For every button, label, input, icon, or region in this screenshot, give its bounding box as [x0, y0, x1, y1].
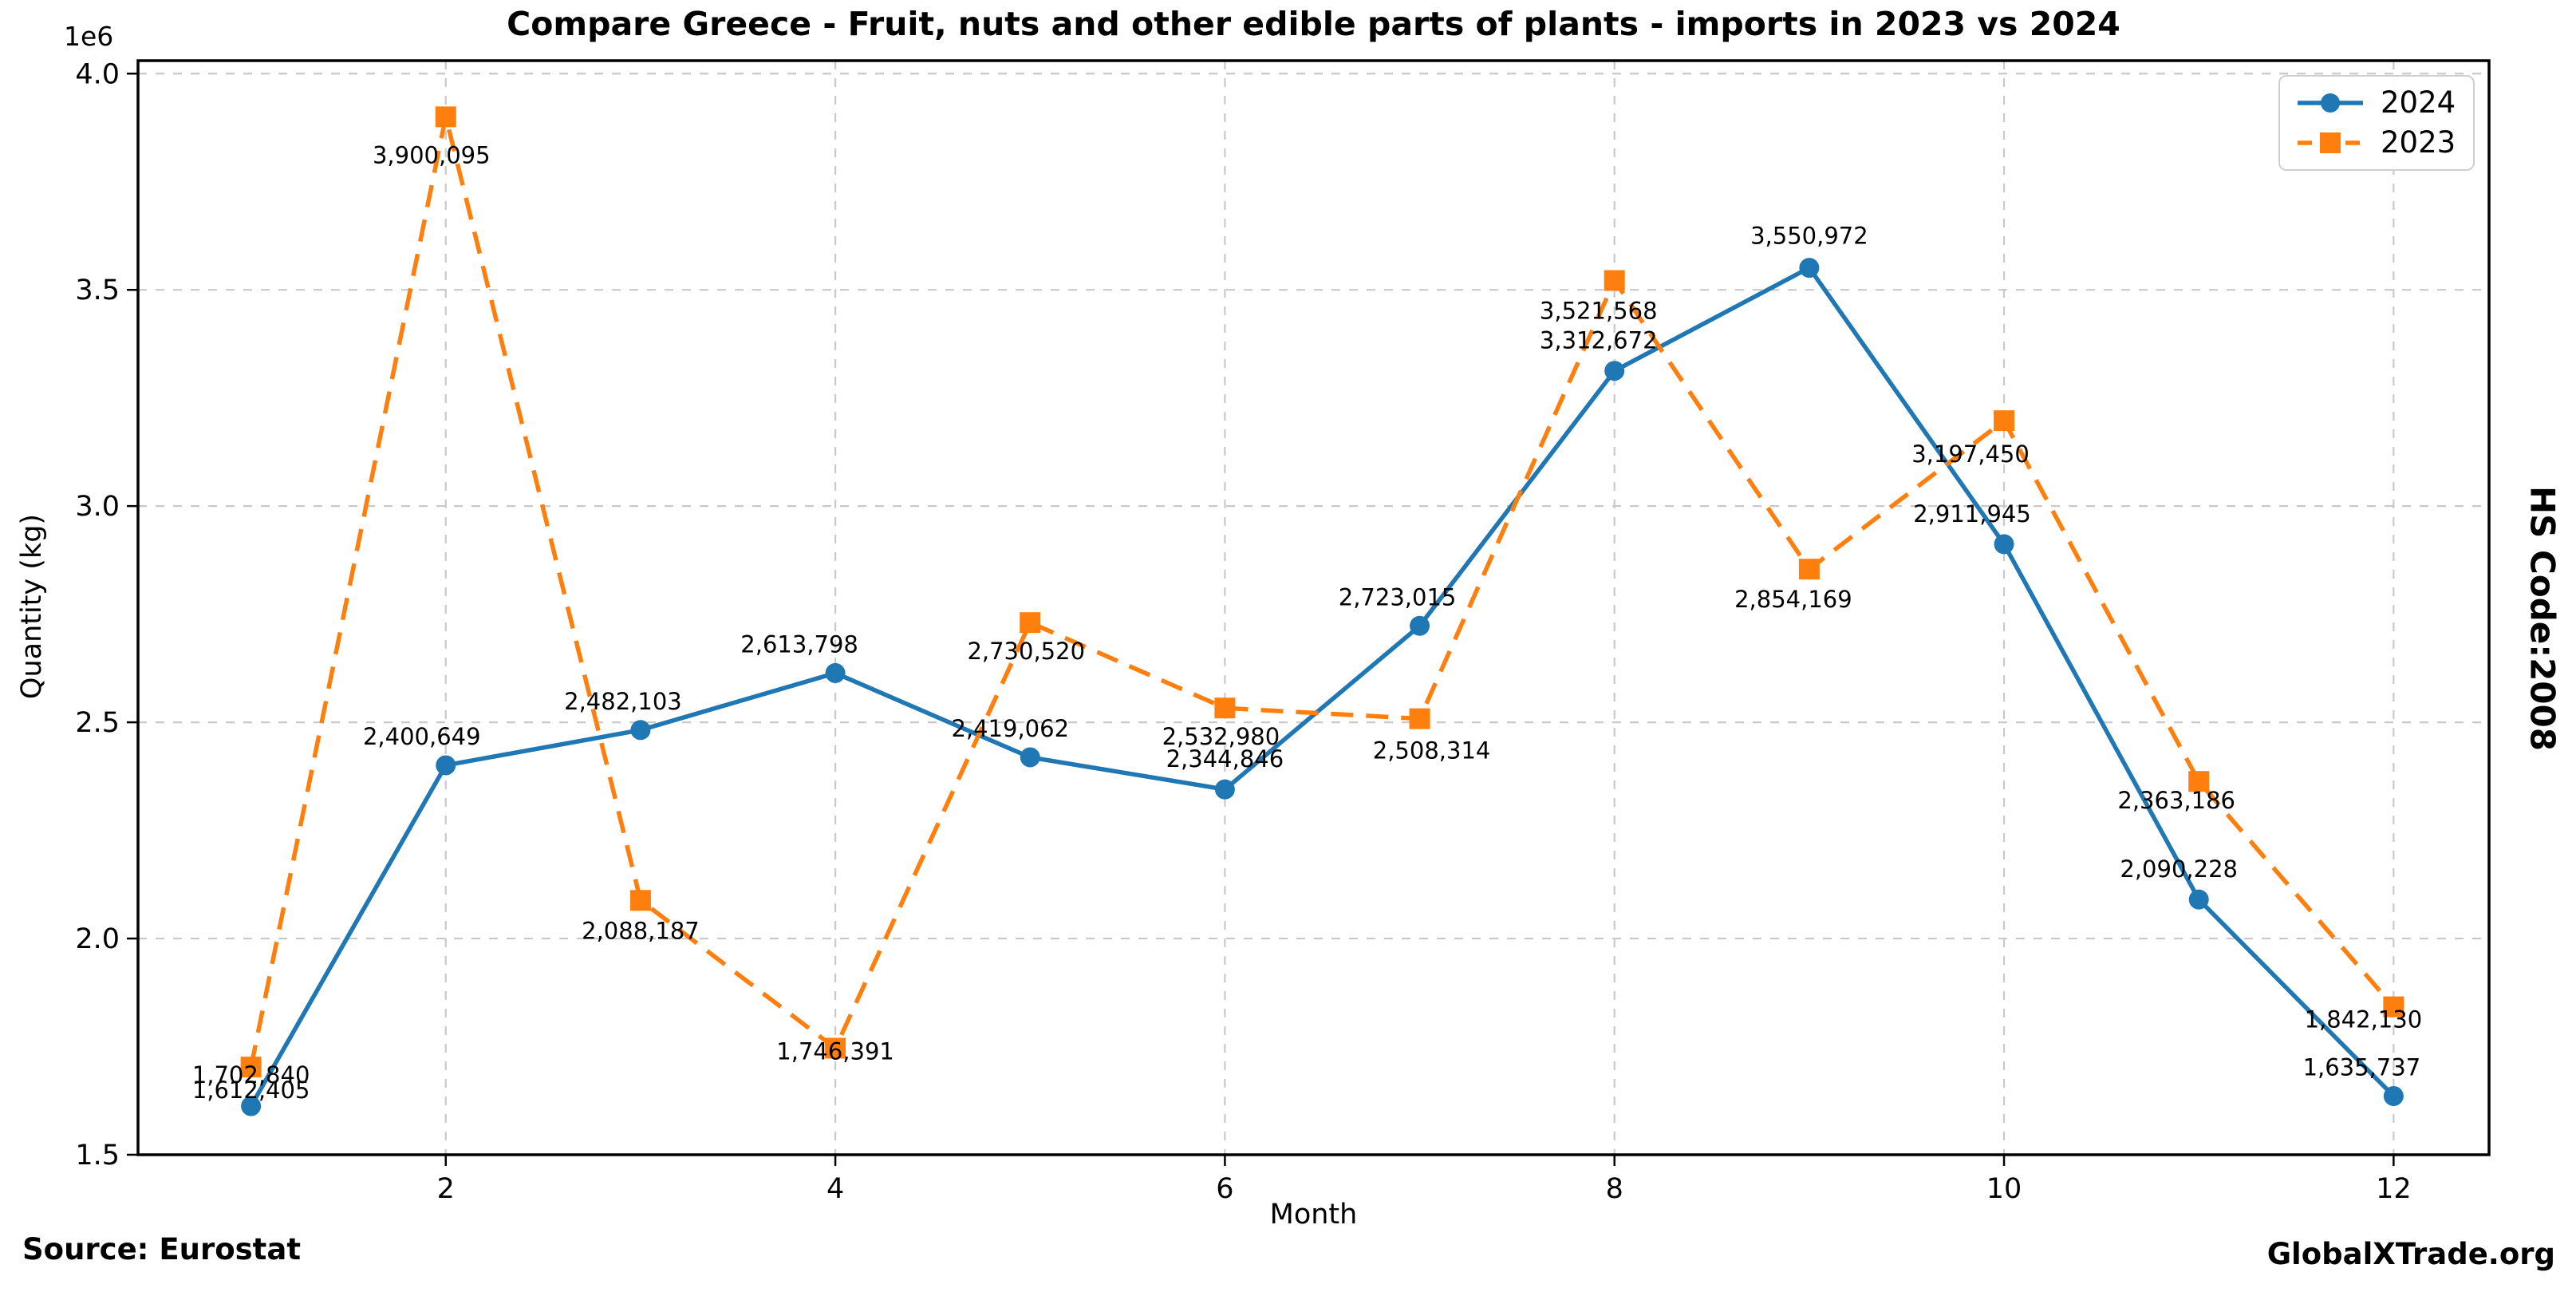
series-line-2023	[248, 116, 2396, 1068]
data-point-marker-2024	[2188, 889, 2209, 910]
data-point-label-2023: 2,363,186	[2117, 787, 2235, 814]
x-tick-label: 8	[1606, 1173, 1623, 1205]
data-point-label-2023: 1,842,130	[2305, 1006, 2423, 1033]
chart-title: Compare Greece - Fruit, nuts and other e…	[507, 5, 2120, 43]
data-point-marker-2023	[240, 1057, 262, 1078]
data-point-marker-2024	[436, 755, 456, 776]
data-point-marker-2023	[1409, 708, 1430, 729]
data-point-label-2024: 2,911,945	[1913, 500, 2031, 527]
data-point-label-2023: 2,532,980	[1162, 723, 1280, 750]
data-point-marker-2023	[2383, 996, 2404, 1017]
data-point-marker-2024	[1994, 534, 2014, 555]
x-axis-label: Month	[1269, 1199, 1358, 1231]
x-tick-label: 10	[1986, 1173, 2022, 1205]
data-point-label-2023: 1,702,840	[192, 1061, 310, 1089]
y-tick-label: 4.0	[75, 58, 120, 90]
data-point-label-2024: 1,612,405	[192, 1077, 310, 1104]
data-point-label-2024: 2,090,228	[2120, 855, 2238, 883]
data-point-marker-2023	[825, 1037, 846, 1059]
data-point-marker-2024	[1214, 779, 1235, 800]
data-point-label-2024: 2,344,846	[1166, 745, 1284, 772]
website-note: GlobalXTrade.org	[2266, 1237, 2555, 1271]
y-tick-label: 2.0	[75, 923, 120, 955]
data-point-marker-2024	[1604, 361, 1625, 381]
x-tick-label: 6	[1216, 1173, 1233, 1205]
y-tick-label: 3.0	[75, 491, 120, 523]
data-point-marker-2024	[630, 720, 651, 741]
data-point-label-2023: 2,508,314	[1373, 737, 1491, 765]
data-point-marker-2024	[825, 662, 846, 683]
x-tick-label: 2	[437, 1173, 455, 1205]
data-point-marker-2023	[629, 890, 651, 911]
data-point-label-2024: 3,312,672	[1540, 327, 1658, 354]
data-point-label-2023: 3,900,095	[373, 141, 491, 168]
data-point-marker-2023	[1020, 612, 1041, 634]
data-point-marker-2024	[1799, 258, 1820, 279]
x-tick-label: 4	[826, 1173, 844, 1205]
data-point-marker-2023	[1798, 559, 1820, 580]
data-point-label-2024: 1,635,737	[2303, 1053, 2421, 1081]
data-point-marker-2024	[241, 1096, 262, 1116]
data-point-label-2023: 2,088,187	[582, 917, 700, 944]
series-line-2024	[249, 265, 2396, 1108]
data-point-label-2024: 3,550,972	[1750, 223, 1868, 250]
data-point-label-2024: 2,723,015	[1339, 583, 1457, 610]
legend-sample-2024-line-icon	[2298, 93, 2363, 113]
data-point-label-2024: 2,400,649	[363, 723, 481, 750]
data-point-label-2024: 2,482,103	[564, 688, 682, 715]
data-point-label-2023: 1,746,391	[776, 1037, 894, 1065]
legend-entry-2023: 2023	[2294, 126, 2456, 160]
y-axis-offset-text: 1e6	[64, 21, 114, 52]
data-point-marker-2024	[1020, 747, 1040, 768]
data-point-marker-2023	[1214, 697, 1236, 719]
legend-label-2023: 2023	[2381, 124, 2456, 160]
plot-border	[136, 59, 2491, 1156]
y-tick-label: 2.5	[75, 707, 120, 739]
data-point-label-2023: 2,854,169	[1734, 586, 1852, 613]
y-tick-label: 1.5	[75, 1140, 120, 1172]
legend: 2024 2023	[2278, 75, 2475, 171]
data-point-marker-2024	[1410, 615, 1430, 636]
data-point-label-2024: 2,419,062	[951, 715, 1069, 742]
legend-entry-2024: 2024	[2294, 86, 2456, 120]
data-point-marker-2023	[2188, 771, 2210, 792]
data-point-label-2023: 3,197,450	[1911, 441, 2030, 468]
data-point-marker-2023	[1994, 410, 2015, 432]
data-point-label-2023: 3,521,568	[1540, 298, 1658, 325]
source-note: Source: Eurostat	[22, 1232, 302, 1266]
legend-sample-2023-line-icon	[2298, 132, 2363, 153]
legend-label-2024: 2024	[2381, 85, 2456, 120]
data-point-marker-2024	[2383, 1085, 2404, 1106]
x-tick-label: 12	[2376, 1173, 2412, 1205]
y-tick-label: 3.5	[75, 275, 120, 306]
hs-code-label: HS Code:2008	[2523, 486, 2562, 751]
data-point-marker-2023	[435, 106, 456, 128]
data-point-marker-2023	[1604, 270, 1625, 291]
data-point-label-2023: 2,730,520	[967, 638, 1085, 665]
data-point-label-2024: 2,613,798	[740, 630, 858, 658]
